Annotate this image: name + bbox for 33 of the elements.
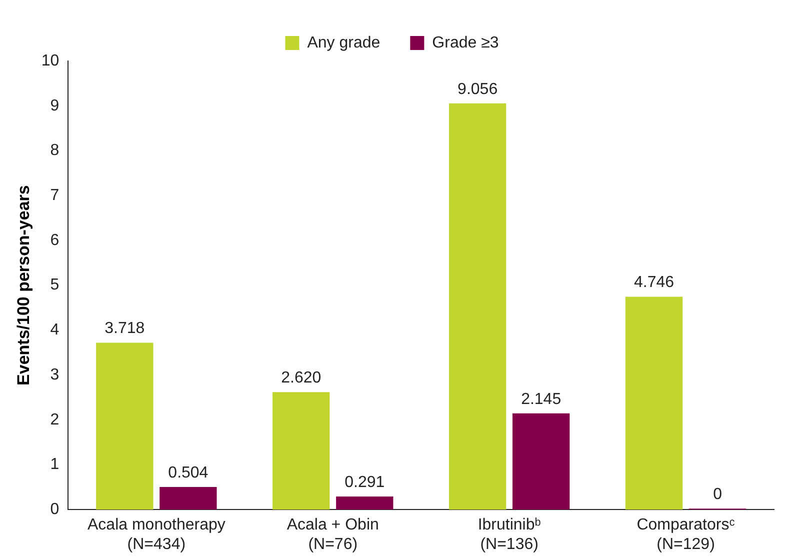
x-tick-label: Ibrutinibᵇ (N=136) bbox=[478, 516, 541, 553]
data-label: 0.504 bbox=[168, 464, 208, 482]
bar bbox=[448, 103, 506, 510]
y-tick-label: 5 bbox=[50, 276, 60, 294]
data-label: 3.718 bbox=[104, 320, 145, 338]
data-label: 0 bbox=[713, 486, 722, 504]
y-axis-title: Events/100 person-years bbox=[14, 185, 33, 386]
x-tick-label: Acala monotherapy (N=434) bbox=[87, 516, 226, 553]
y-tick-label: 6 bbox=[50, 232, 60, 249]
bar bbox=[272, 392, 330, 510]
y-tick-label: 8 bbox=[50, 142, 60, 160]
data-label: 2.145 bbox=[521, 390, 562, 408]
data-label: 2.620 bbox=[281, 369, 322, 386]
y-tick-label: 4 bbox=[50, 322, 60, 339]
bar bbox=[336, 496, 394, 510]
bar bbox=[96, 342, 154, 510]
legend-label: Grade ≥3 bbox=[432, 34, 499, 52]
x-tick-label: Acala + Obin (N=76) bbox=[286, 516, 379, 553]
x-tick-label: Comparatorsᶜ (N=129) bbox=[636, 516, 736, 553]
y-tick-label: 9 bbox=[50, 97, 60, 114]
bar bbox=[160, 486, 217, 510]
data-label: 0.291 bbox=[344, 474, 385, 491]
data-label: 9.056 bbox=[458, 80, 498, 98]
bar bbox=[625, 296, 683, 510]
y-tick-label: 10 bbox=[41, 52, 60, 70]
y-tick-label: 1 bbox=[50, 456, 60, 474]
y-tick-label: 3 bbox=[50, 366, 60, 384]
y-tick-label: 0 bbox=[50, 501, 60, 518]
y-tick-label: 7 bbox=[50, 186, 60, 204]
y-tick-label: 2 bbox=[50, 411, 60, 428]
legend-label: Any grade bbox=[307, 34, 380, 52]
bar bbox=[512, 413, 570, 510]
data-label: 4.746 bbox=[634, 274, 674, 292]
